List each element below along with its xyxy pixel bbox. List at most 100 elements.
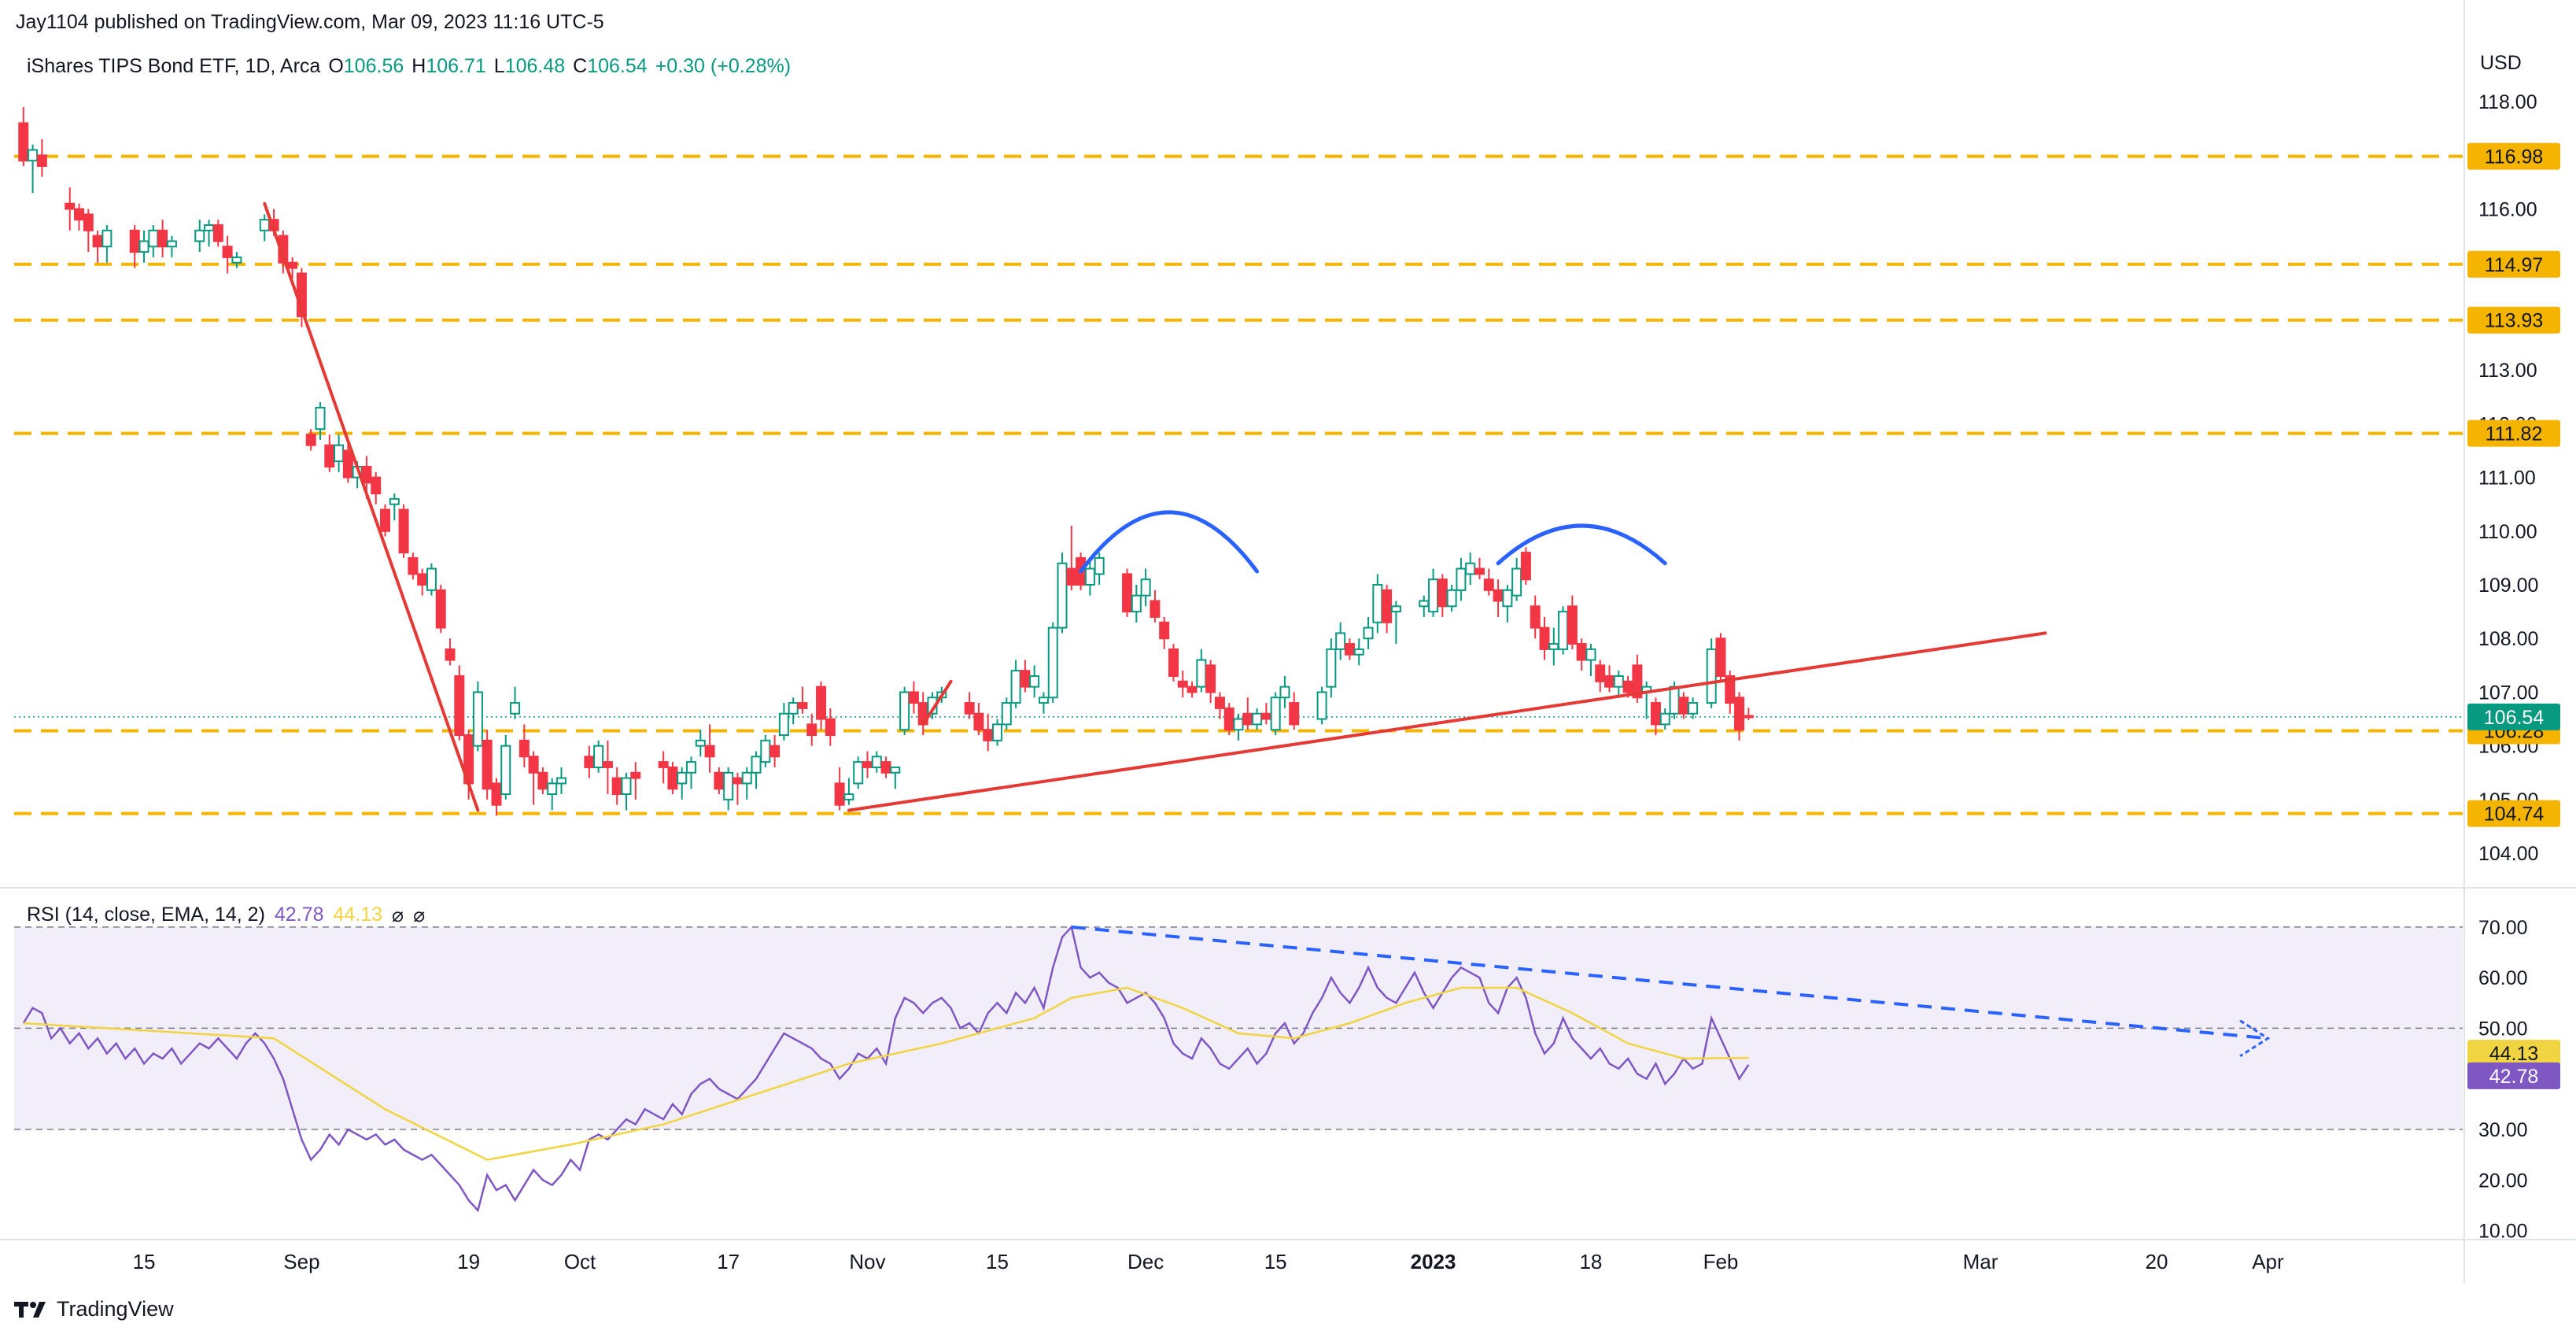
candle [658,751,669,784]
candle-body [593,745,604,768]
rsi-extra-2: ⌀ [413,904,426,926]
candle-body [658,761,669,768]
candle [704,724,715,773]
candle [1363,616,1374,649]
candle-body [1344,643,1355,656]
price-tag-box [2467,703,2560,730]
time-tick-label: Mar [1963,1250,1998,1273]
candle-body [1437,578,1448,608]
candle-body [1010,670,1021,704]
rsi-label[interactable]: RSI (14, close, EMA, 14, 2) [27,904,265,926]
price-tag-text: 113.93 [2485,310,2544,332]
candle-body [1363,626,1374,640]
currency-label[interactable]: USD [2480,52,2522,74]
candle [1140,568,1151,607]
candle-body [445,648,456,661]
instrument-name[interactable]: iShares TIPS Bond ETF, 1D, Arca [27,55,321,77]
candle [964,692,975,719]
candle-body [371,476,382,495]
candle-body [287,261,298,269]
price-tag-box [2467,306,2560,334]
last-price-tag: 106.54 [2467,703,2560,730]
candle [1734,692,1745,741]
candle-body [973,712,984,731]
candle [537,767,548,795]
candle-body [843,793,854,800]
price-tick-label: 116.00 [2478,199,2537,221]
candle-body [1001,702,1012,726]
candle [315,402,326,440]
candle-body [1604,675,1615,688]
candle-body [806,723,817,737]
candle-body [1326,648,1337,688]
rsi-tick-label: 70.00 [2478,917,2528,939]
candle-body [732,777,743,785]
candle [1353,638,1364,666]
candle [1196,649,1207,693]
candle [1428,568,1439,617]
candle [1659,708,1670,730]
candle [1242,697,1253,730]
rsi-tick-label: 60.00 [2478,967,2528,989]
candle [519,724,530,767]
candle-body [983,729,994,741]
candle [1725,671,1736,714]
candle [843,778,854,805]
candle [398,504,409,558]
candle [1326,638,1337,698]
candle [555,767,566,795]
candle-body [677,771,688,785]
time-tick-label: Oct [564,1250,596,1273]
candle [1344,638,1355,660]
candle-body [602,761,613,768]
candle [1279,675,1290,708]
rsi-line [22,925,1750,1213]
candle-body [1177,680,1188,688]
candle [371,471,382,505]
ohlc-low: L106.48 [493,55,566,77]
candle-body [1659,712,1670,726]
candle [408,553,419,580]
candle [890,766,901,789]
candle-body [797,702,808,709]
candle-body [472,691,483,747]
candle-body [361,465,372,484]
candle [1502,585,1513,623]
candle [602,740,613,795]
candle-body [528,756,539,774]
candle [1270,692,1281,736]
level-price-tag: 116.98 [2467,142,2560,170]
candle [1539,616,1550,660]
tradingview-brand: TradingView [57,1297,174,1321]
price-tick-label: 110.00 [2478,521,2537,543]
candle-body [1428,578,1439,613]
candle [204,220,215,247]
tradingview-footer[interactable]: TradingView [14,1297,174,1321]
candle-body [1029,675,1040,688]
candle [1131,585,1142,623]
candle [983,713,994,752]
price-tick-label: 111.00 [2478,468,2536,490]
level-price-tag: 111.82 [2467,420,2560,447]
candle-body [723,771,734,800]
candle [334,434,345,472]
candle [1187,681,1198,698]
candle [695,730,706,757]
candle [1252,708,1263,730]
candle-body [259,219,270,231]
candle [324,434,335,472]
candle-body [537,771,548,790]
candle-body [1511,567,1522,597]
price-change: +0.30 (+0.28%) [655,55,792,77]
candle-body [853,761,864,785]
rsi-arrow-head [2239,1019,2271,1058]
candle [287,257,298,279]
candle [92,230,103,263]
candle [1084,557,1095,596]
candle-body [714,771,725,790]
candle-body [305,434,316,446]
candle [797,686,808,714]
candle-body [1595,664,1606,682]
candle-body [1020,670,1031,688]
